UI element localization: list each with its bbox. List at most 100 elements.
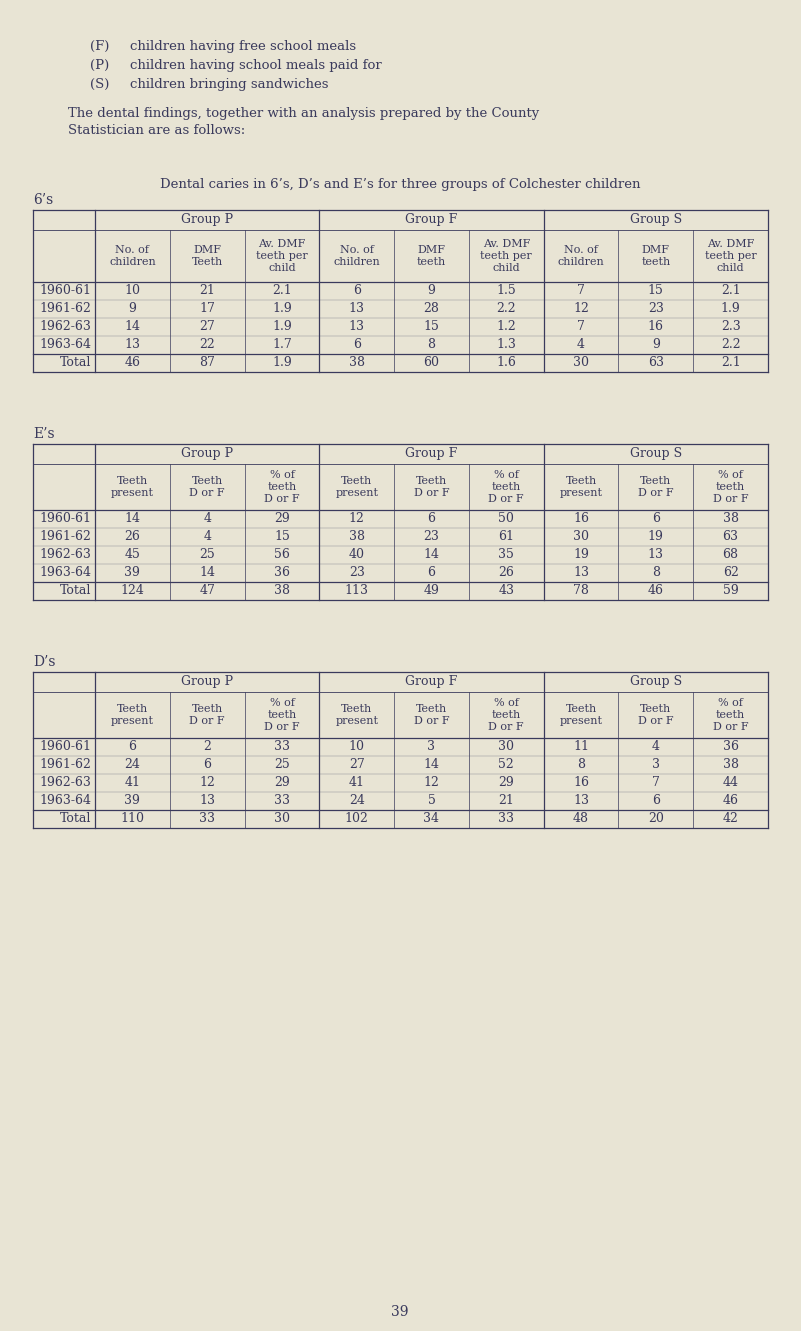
Text: 46: 46 bbox=[124, 357, 140, 370]
Text: Teeth
present: Teeth present bbox=[560, 704, 602, 725]
Text: D’s: D’s bbox=[33, 655, 55, 669]
Text: Group P: Group P bbox=[181, 676, 233, 688]
Text: 3: 3 bbox=[428, 740, 436, 753]
Text: 14: 14 bbox=[424, 548, 440, 562]
Text: 1.6: 1.6 bbox=[497, 357, 516, 370]
Text: 1.3: 1.3 bbox=[497, 338, 516, 351]
Text: 56: 56 bbox=[274, 548, 290, 562]
Text: 24: 24 bbox=[348, 795, 364, 808]
Text: 38: 38 bbox=[723, 759, 739, 772]
Text: DMF
teeth: DMF teeth bbox=[642, 245, 670, 268]
Text: 19: 19 bbox=[648, 531, 664, 543]
Text: 1963-64: 1963-64 bbox=[39, 567, 91, 579]
Text: 23: 23 bbox=[348, 567, 364, 579]
Text: 5: 5 bbox=[428, 795, 436, 808]
Text: 63: 63 bbox=[723, 531, 739, 543]
Text: 33: 33 bbox=[274, 740, 290, 753]
Text: Total: Total bbox=[59, 357, 91, 370]
Text: Dental caries in 6’s, D’s and E’s for three groups of Colchester children: Dental caries in 6’s, D’s and E’s for th… bbox=[159, 178, 640, 192]
Text: Av. DMF
teeth per
child: Av. DMF teeth per child bbox=[705, 240, 756, 273]
Text: Statistician are as follows:: Statistician are as follows: bbox=[68, 124, 245, 137]
Text: Teeth
D or F: Teeth D or F bbox=[189, 476, 225, 498]
Text: 39: 39 bbox=[124, 795, 140, 808]
Text: 52: 52 bbox=[498, 759, 514, 772]
Text: 8: 8 bbox=[652, 567, 660, 579]
Text: Teeth
present: Teeth present bbox=[111, 476, 154, 498]
Text: 19: 19 bbox=[574, 548, 589, 562]
Text: 39: 39 bbox=[124, 567, 140, 579]
Text: 24: 24 bbox=[124, 759, 140, 772]
Text: 29: 29 bbox=[274, 512, 290, 526]
Text: 48: 48 bbox=[573, 812, 589, 825]
Text: 4: 4 bbox=[203, 531, 211, 543]
Text: No. of
children: No. of children bbox=[333, 245, 380, 268]
Text: Group F: Group F bbox=[405, 213, 457, 226]
Text: Teeth
D or F: Teeth D or F bbox=[638, 704, 674, 725]
Text: 13: 13 bbox=[348, 302, 364, 315]
Text: 60: 60 bbox=[424, 357, 440, 370]
Text: 33: 33 bbox=[498, 812, 514, 825]
Text: 28: 28 bbox=[424, 302, 440, 315]
Text: 50: 50 bbox=[498, 512, 514, 526]
Text: 16: 16 bbox=[648, 321, 664, 334]
Text: 102: 102 bbox=[344, 812, 368, 825]
Text: Total: Total bbox=[59, 812, 91, 825]
Text: Group S: Group S bbox=[630, 447, 682, 461]
Text: 4: 4 bbox=[203, 512, 211, 526]
Text: % of
teeth
D or F: % of teeth D or F bbox=[489, 470, 524, 504]
Text: Teeth
D or F: Teeth D or F bbox=[638, 476, 674, 498]
Text: 9: 9 bbox=[652, 338, 660, 351]
Text: 29: 29 bbox=[498, 776, 514, 789]
Text: 15: 15 bbox=[648, 285, 664, 298]
Text: 34: 34 bbox=[424, 812, 440, 825]
Text: 30: 30 bbox=[573, 357, 589, 370]
Text: E’s: E’s bbox=[33, 427, 54, 441]
Text: 38: 38 bbox=[348, 531, 364, 543]
Text: 1.9: 1.9 bbox=[721, 302, 740, 315]
Text: 2.1: 2.1 bbox=[721, 285, 740, 298]
Text: 13: 13 bbox=[573, 795, 589, 808]
Text: 41: 41 bbox=[348, 776, 364, 789]
Text: 1.7: 1.7 bbox=[272, 338, 292, 351]
Text: Teeth
D or F: Teeth D or F bbox=[413, 704, 449, 725]
Text: 47: 47 bbox=[199, 584, 215, 598]
Text: Teeth
present: Teeth present bbox=[336, 704, 378, 725]
Text: Teeth
D or F: Teeth D or F bbox=[189, 704, 225, 725]
Text: 30: 30 bbox=[573, 531, 589, 543]
Text: No. of
children: No. of children bbox=[557, 245, 605, 268]
Text: 49: 49 bbox=[424, 584, 440, 598]
Text: 6: 6 bbox=[128, 740, 136, 753]
Text: 13: 13 bbox=[199, 795, 215, 808]
Text: 11: 11 bbox=[573, 740, 589, 753]
Text: 36: 36 bbox=[723, 740, 739, 753]
Text: 29: 29 bbox=[274, 776, 290, 789]
Text: 7: 7 bbox=[652, 776, 660, 789]
Text: 59: 59 bbox=[723, 584, 739, 598]
Text: 38: 38 bbox=[348, 357, 364, 370]
Text: 23: 23 bbox=[648, 302, 664, 315]
Text: 7: 7 bbox=[577, 321, 585, 334]
Text: 16: 16 bbox=[573, 776, 589, 789]
Text: 1.2: 1.2 bbox=[497, 321, 516, 334]
Text: 78: 78 bbox=[574, 584, 589, 598]
Text: 35: 35 bbox=[498, 548, 514, 562]
Text: Teeth
D or F: Teeth D or F bbox=[413, 476, 449, 498]
Text: 2: 2 bbox=[203, 740, 211, 753]
Text: (S): (S) bbox=[90, 79, 110, 91]
Text: 2.1: 2.1 bbox=[721, 357, 740, 370]
Text: 7: 7 bbox=[577, 285, 585, 298]
Text: 63: 63 bbox=[648, 357, 664, 370]
Text: (F): (F) bbox=[90, 40, 110, 53]
Text: Av. DMF
teeth per
child: Av. DMF teeth per child bbox=[481, 240, 532, 273]
Text: 1962-63: 1962-63 bbox=[39, 776, 91, 789]
Text: 36: 36 bbox=[274, 567, 290, 579]
Text: 12: 12 bbox=[424, 776, 440, 789]
Text: 1961-62: 1961-62 bbox=[39, 302, 91, 315]
Text: Av. DMF
teeth per
child: Av. DMF teeth per child bbox=[256, 240, 308, 273]
Text: 33: 33 bbox=[274, 795, 290, 808]
Text: 38: 38 bbox=[723, 512, 739, 526]
Text: 2.3: 2.3 bbox=[721, 321, 740, 334]
Text: 42: 42 bbox=[723, 812, 739, 825]
Text: Group P: Group P bbox=[181, 447, 233, 461]
Text: Group F: Group F bbox=[405, 676, 457, 688]
